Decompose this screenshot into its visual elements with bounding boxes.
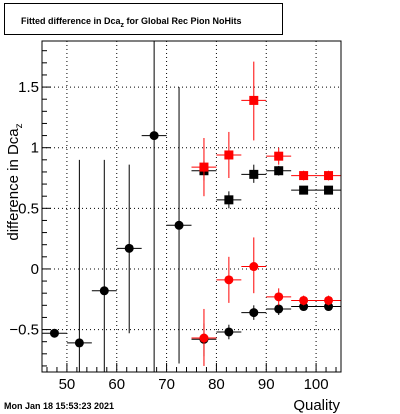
data-point-circle xyxy=(74,338,84,348)
data-point-circle xyxy=(299,295,309,305)
data-point-square xyxy=(299,185,309,195)
chart-title: Fitted difference in Dcaz for Global Rec… xyxy=(21,16,242,29)
data-point-circle xyxy=(99,286,109,296)
series-4 xyxy=(191,61,341,197)
chart-title-suffix: for Global Rec Pion NoHits xyxy=(124,16,242,26)
data-point-square xyxy=(224,150,234,160)
data-point-circle xyxy=(274,304,284,314)
data-point-circle xyxy=(324,295,334,305)
data-point-square xyxy=(324,171,334,181)
chart-title-main: Fitted difference in Dca xyxy=(21,16,121,26)
y-tick-label: 1.5 xyxy=(18,79,39,96)
x-tick-label: 100 xyxy=(304,376,329,393)
plot-frame xyxy=(41,40,342,373)
data-point-circle xyxy=(224,275,234,285)
data-point-circle xyxy=(249,262,259,272)
x-tick-label: 60 xyxy=(108,376,125,393)
y-tick-label: 0 xyxy=(31,261,39,278)
data-point-square xyxy=(299,171,309,181)
data-point-circle xyxy=(249,308,259,318)
data-point-circle xyxy=(199,333,209,343)
data-point-circle xyxy=(274,292,284,302)
x-tick-label: 90 xyxy=(258,376,275,393)
data-point-square xyxy=(249,95,259,105)
title-box: Fitted difference in Dcaz for Global Rec… xyxy=(4,3,283,35)
data-series xyxy=(42,41,341,372)
x-tick-label: 80 xyxy=(208,376,225,393)
data-point-circle xyxy=(49,328,59,338)
axis-ticks: 50 60 70 80 90 100 −0.5 0 0.5 1 1.5 xyxy=(9,50,337,393)
grid xyxy=(42,41,341,372)
data-point-circle xyxy=(224,327,234,337)
chart-title-sub: z xyxy=(120,21,125,29)
y-tick-label: 0.5 xyxy=(18,200,39,217)
y-axis-title-sub: z xyxy=(14,123,25,128)
y-tick-label: −0.5 xyxy=(9,322,39,339)
x-tick-label: 50 xyxy=(59,376,76,393)
data-point-square xyxy=(274,166,284,176)
series-1 xyxy=(42,41,341,372)
y-axis-title-main: difference in Dca xyxy=(5,128,22,241)
data-point-square xyxy=(249,169,259,179)
timestamp: Mon Jan 18 15:53:23 2021 xyxy=(4,401,115,411)
y-tick-label: 1 xyxy=(31,140,39,157)
data-point-square xyxy=(224,195,234,205)
data-point-circle xyxy=(124,243,134,253)
y-axis-title: difference in Dcaz xyxy=(5,123,25,240)
data-point-circle xyxy=(174,220,184,230)
data-point-square xyxy=(324,185,334,195)
series-2 xyxy=(191,237,341,366)
data-point-square xyxy=(199,162,209,172)
data-point-square xyxy=(274,151,284,161)
x-axis-title: Quality xyxy=(293,397,340,414)
x-tick-label: 70 xyxy=(158,376,175,393)
data-point-circle xyxy=(149,131,159,141)
